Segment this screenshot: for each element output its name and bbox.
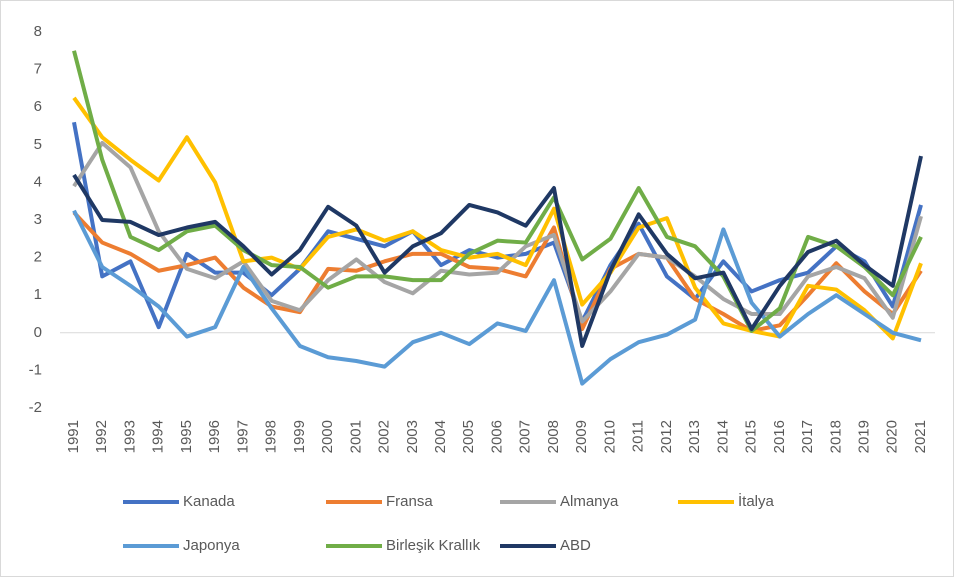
series-line (72, 211, 923, 333)
x-tick-label: 2004 (432, 420, 449, 453)
y-tick-label: 8 (34, 23, 42, 40)
x-tick-label: 1997 (234, 420, 251, 453)
x-tick-label: 2014 (714, 420, 731, 453)
x-tick-label: 1995 (178, 420, 195, 453)
y-tick-label: 4 (34, 173, 42, 190)
x-tick-label: 2002 (376, 420, 393, 453)
y-tick-label: 6 (34, 98, 42, 115)
legend-label: İtalya (738, 492, 775, 510)
x-tick-label: 2007 (517, 420, 534, 453)
x-tick-label: 2009 (573, 420, 590, 453)
x-tick-label: 2012 (658, 420, 675, 453)
x-tick-label: 2016 (771, 420, 788, 453)
y-tick-label: 3 (34, 211, 42, 228)
y-tick-label: 7 (34, 61, 42, 78)
x-tick-label: 1999 (291, 420, 308, 453)
x-tick-label: 2015 (743, 420, 760, 453)
x-tick-label: 2010 (601, 420, 618, 453)
x-tick-label: 1994 (150, 420, 167, 453)
y-tick-label: 5 (34, 136, 42, 153)
y-tick-label: 1 (34, 286, 42, 303)
x-tick-label: 2006 (488, 420, 505, 453)
x-tick-label: 2001 (347, 420, 364, 453)
series-line (72, 155, 923, 348)
y-tick-label: 2 (34, 249, 42, 266)
y-tick-label: 0 (34, 324, 42, 341)
legend-label: Kanada (183, 493, 235, 510)
x-tick-label: 2018 (827, 420, 844, 453)
series-line (72, 50, 923, 333)
x-tick-label: 2011 (630, 420, 647, 452)
x-tick-label: 2008 (545, 420, 562, 453)
legend-label: Fransa (386, 493, 433, 510)
series-line (72, 209, 922, 386)
y-tick-label: -1 (29, 361, 42, 378)
x-tick-label: 2013 (686, 420, 703, 453)
x-tick-label: 1996 (206, 420, 223, 453)
y-tick-label: -2 (29, 399, 42, 416)
x-tick-label: 1993 (121, 420, 138, 453)
x-tick-label: 2000 (319, 420, 336, 453)
legend-label: Birleşik Krallık (386, 537, 481, 554)
x-tick-label: 2020 (884, 420, 901, 453)
x-tick-label: 2003 (404, 420, 421, 453)
legend-label: Japonya (183, 537, 240, 554)
x-tick-label: 2021 (912, 420, 929, 453)
series-line (72, 121, 923, 330)
x-tick-label: 2017 (799, 420, 816, 453)
series-line (72, 140, 923, 324)
legend-label: ABD (560, 537, 591, 554)
x-tick-label: 2019 (856, 420, 873, 453)
x-tick-label: 1992 (93, 420, 110, 453)
x-tick-label: 2005 (460, 420, 477, 453)
legend-label: Almanya (560, 493, 619, 510)
x-tick-label: 1998 (263, 420, 280, 453)
x-tick-label: 1991 (65, 420, 82, 453)
